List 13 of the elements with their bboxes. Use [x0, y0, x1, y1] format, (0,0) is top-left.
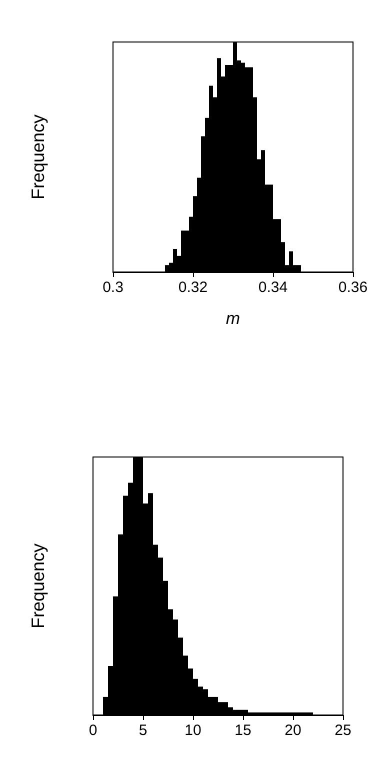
x-tick-label: 0.36	[338, 279, 368, 296]
x-tick-label: 0	[88, 722, 98, 739]
x-tick-label: 0.34	[258, 279, 288, 296]
x-tick-label: 0.3	[102, 279, 124, 296]
y-axis-title: Frequency	[28, 114, 48, 200]
x-tick-label: 20	[284, 722, 302, 739]
x-tick-label: 5	[138, 722, 148, 739]
x-axis-title: m	[226, 309, 240, 328]
x-tick-label: 25	[334, 722, 352, 739]
x-tick-label: 15	[234, 722, 252, 739]
x-tick-label: 10	[184, 722, 202, 739]
y-axis-title: Frequency	[28, 543, 48, 629]
x-tick-label: 0.32	[178, 279, 208, 296]
